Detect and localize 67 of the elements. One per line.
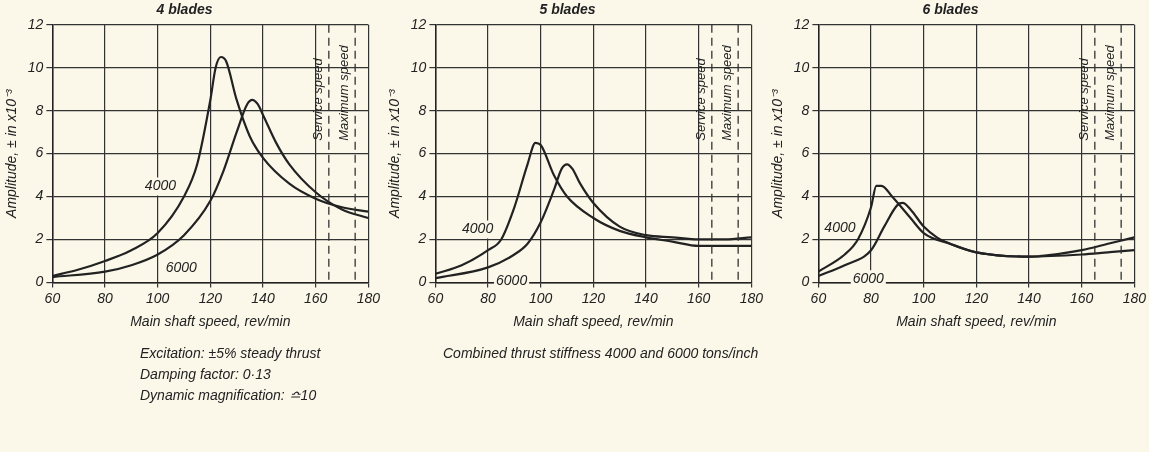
y-axis-title: Amplitude, ± in x10⁻³ [3,88,20,219]
series-label: 4000 [824,219,856,236]
x-tick-label: 100 [912,289,936,306]
y-tick-label: 4 [801,187,810,204]
ref-line-label: Service speed [309,57,325,141]
y-tick-label: 0 [35,273,44,290]
x-axis-title: Main shaft speed, rev/min [130,313,291,330]
y-tick-label: 4 [35,187,44,204]
x-axis-title: Main shaft speed, rev/min [896,313,1057,330]
x-tick-label: 180 [1122,289,1147,306]
ref-line-label: Service speed [1075,57,1091,141]
series-label: 4000 [144,177,177,194]
chart-title: 6 blades [922,1,979,18]
text: Excitation: ±5% steady thrust [140,344,322,363]
chart-title: 5 blades [539,1,596,18]
y-tick-label: 8 [418,101,427,118]
x-tick-label: 120 [581,289,606,306]
y-tick-label: 8 [35,101,44,118]
y-tick-label: 2 [800,230,810,247]
x-tick-label: 180 [356,289,381,306]
x-tick-label: 120 [198,289,223,306]
x-axis-title: Main shaft speed, rev/min [513,313,674,330]
x-tick-label: 100 [146,289,170,306]
ref-line-label: Maximum speed [1102,44,1118,141]
x-tick-label: 80 [863,289,880,306]
x-tick-label: 140 [634,289,658,306]
text: Dynamic magnification: ≏10 [140,386,318,405]
x-tick-label: 100 [529,289,553,306]
x-tick-label: 180 [739,289,764,306]
x-tick-label: 140 [1017,289,1041,306]
x-tick-label: 160 [1069,289,1094,306]
series-label: 6000 [852,270,885,287]
x-tick-label: 160 [303,289,328,306]
series-label: 4000 [462,220,494,237]
ref-line-label: Maximum speed [336,44,352,141]
y-tick-label: 12 [27,15,44,32]
y-tick-label: 2 [417,230,427,247]
text: Damping factor: 0·13 [140,365,272,384]
y-tick-label: 8 [801,101,810,118]
chart-title: 4 blades [155,1,213,18]
x-tick-label: 140 [251,289,275,306]
x-tick-label: 80 [97,289,114,306]
y-tick-label: 6 [801,144,810,161]
x-tick-label: 120 [964,289,989,306]
y-tick-label: 12 [410,15,427,32]
y-tick-label: 4 [418,187,427,204]
ref-line-label: Service speed [692,57,708,141]
y-tick-label: 6 [418,144,427,161]
y-tick-label: 0 [801,273,810,290]
x-tick-label: 80 [480,289,497,306]
x-tick-label: 160 [686,289,711,306]
y-tick-label: 10 [27,58,44,75]
y-tick-label: 0 [418,273,427,290]
y-tick-label: 2 [34,230,44,247]
y-tick-label: 12 [793,15,810,32]
x-tick-label: 60 [44,289,61,306]
x-tick-label: 60 [810,289,827,306]
x-tick-label: 60 [427,289,444,306]
series-label: 6000 [165,259,198,276]
text: Combined thrust stiffness 4000 and 6000 tons/inch [443,344,760,363]
ref-line-label: Maximum speed [719,44,735,141]
series-label: 6000 [496,272,528,289]
y-tick-label: 10 [793,58,810,75]
y-tick-label: 10 [410,58,427,75]
y-tick-label: 6 [35,144,44,161]
y-axis-title: Amplitude, ± in x10⁻³ [769,88,786,219]
y-axis-title: Amplitude, ± in x10⁻³ [386,88,403,219]
